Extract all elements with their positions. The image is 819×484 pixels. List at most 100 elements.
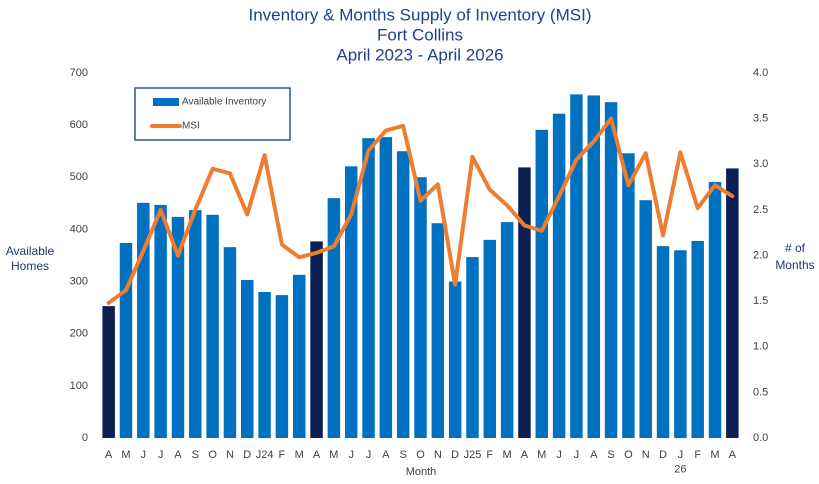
y-tick-label: 300 — [70, 275, 88, 287]
bar — [379, 137, 393, 438]
x-tick-label: A — [729, 449, 737, 461]
bar — [708, 181, 722, 438]
x-tick-label: O — [416, 449, 425, 461]
y2-tick-label: 3.5 — [753, 113, 768, 125]
x-tick-label: M — [295, 449, 304, 461]
bar — [483, 239, 497, 438]
bar — [448, 281, 462, 438]
bar — [518, 167, 531, 438]
x-tick-label: J — [574, 449, 580, 461]
bar — [241, 280, 254, 438]
bar — [500, 222, 514, 438]
bar — [414, 177, 427, 439]
x-tick-label: O — [208, 449, 217, 461]
x-tick-label: N — [642, 449, 650, 461]
legend-label: Available Inventory — [182, 97, 266, 108]
x-tick-label: J — [348, 449, 354, 461]
bar — [154, 204, 167, 438]
y-tick-label: 500 — [70, 171, 88, 183]
x-tick-label: N — [434, 449, 442, 461]
x-tick-label: F — [694, 449, 701, 461]
bar — [604, 102, 618, 438]
y-axis-label: Homes — [11, 259, 49, 273]
bar — [327, 198, 341, 438]
x-tick-label: A — [382, 449, 390, 461]
x-tick-label: M — [503, 449, 512, 461]
x-tick-label: F — [486, 449, 493, 461]
x-tick-label: F — [279, 449, 286, 461]
bar — [171, 216, 185, 438]
y-tick-label: 600 — [70, 119, 88, 131]
x-tick-label: A — [313, 449, 321, 461]
bar — [535, 129, 549, 439]
x-tick-label: S — [607, 449, 614, 461]
x-tick-label: J — [556, 449, 562, 461]
bar — [223, 247, 237, 438]
bar — [726, 168, 739, 438]
y2-tick-label: 0.0 — [753, 432, 768, 444]
x-tick-label: M — [121, 449, 130, 461]
x-tick-label: J25 — [464, 449, 482, 461]
bar — [552, 113, 566, 439]
bar — [431, 223, 445, 438]
y2-axis-label: Months — [775, 258, 814, 272]
bar — [258, 292, 271, 438]
x-tick-label: M — [710, 449, 719, 461]
y-tick-label: 700 — [70, 67, 88, 79]
y2-tick-label: 4.0 — [753, 67, 768, 79]
y2-tick-label: 2.5 — [753, 204, 768, 216]
bar — [189, 210, 202, 438]
x-tick-label: D — [243, 449, 251, 461]
bar — [639, 200, 652, 438]
bar — [656, 246, 670, 438]
legend-box — [134, 87, 291, 141]
bar — [119, 242, 133, 438]
y-tick-label: 200 — [70, 328, 88, 340]
chart-title: April 2023 - April 2026 — [336, 45, 503, 64]
bar — [292, 274, 306, 438]
y2-tick-label: 0.5 — [753, 386, 768, 398]
x-tick-label: J24 — [256, 449, 274, 461]
x-tick-label: S — [192, 449, 199, 461]
y-tick-label: 100 — [70, 380, 88, 392]
y-tick-label: 0 — [82, 432, 88, 444]
bar — [362, 138, 375, 438]
bar — [587, 95, 600, 439]
bar — [275, 295, 289, 438]
x-tick-label: A — [105, 449, 113, 461]
legend-label: MSI — [182, 121, 200, 132]
x-tick-label: S — [400, 449, 407, 461]
y-tick-label: 400 — [70, 223, 88, 235]
x-tick-label: D — [451, 449, 459, 461]
bar — [310, 241, 323, 438]
y2-tick-label: 3.0 — [753, 158, 768, 170]
x-tick-label: D — [659, 449, 667, 461]
x-tick-label: A — [174, 449, 182, 461]
x-tick-label: N — [226, 449, 234, 461]
x-tick-label: A — [590, 449, 598, 461]
x-tick-label: J — [158, 449, 164, 461]
x-tick-label: J 26 — [674, 449, 686, 475]
bar — [344, 166, 358, 439]
x-tick-label: A — [521, 449, 529, 461]
chart-title: Fort Collins — [377, 25, 463, 44]
chart-title: Inventory & Months Supply of Inventory (… — [249, 5, 592, 24]
y2-tick-label: 1.0 — [753, 341, 768, 353]
x-tick-label: J — [366, 449, 372, 461]
y2-axis-label: # of — [785, 241, 806, 255]
bar — [674, 250, 687, 438]
x-tick-label: O — [624, 449, 633, 461]
y2-tick-label: 2.0 — [753, 249, 768, 261]
bar — [622, 153, 635, 439]
msi-line — [106, 116, 735, 305]
x-tick-label: J — [141, 449, 147, 461]
bar — [396, 151, 410, 438]
y-axis-label: Available — [6, 244, 55, 258]
bar — [570, 94, 583, 438]
y2-tick-label: 1.5 — [753, 295, 768, 307]
legend-swatch — [153, 98, 179, 106]
x-axis-label: Month — [406, 466, 437, 478]
bar — [102, 306, 115, 438]
x-tick-label: M — [537, 449, 546, 461]
